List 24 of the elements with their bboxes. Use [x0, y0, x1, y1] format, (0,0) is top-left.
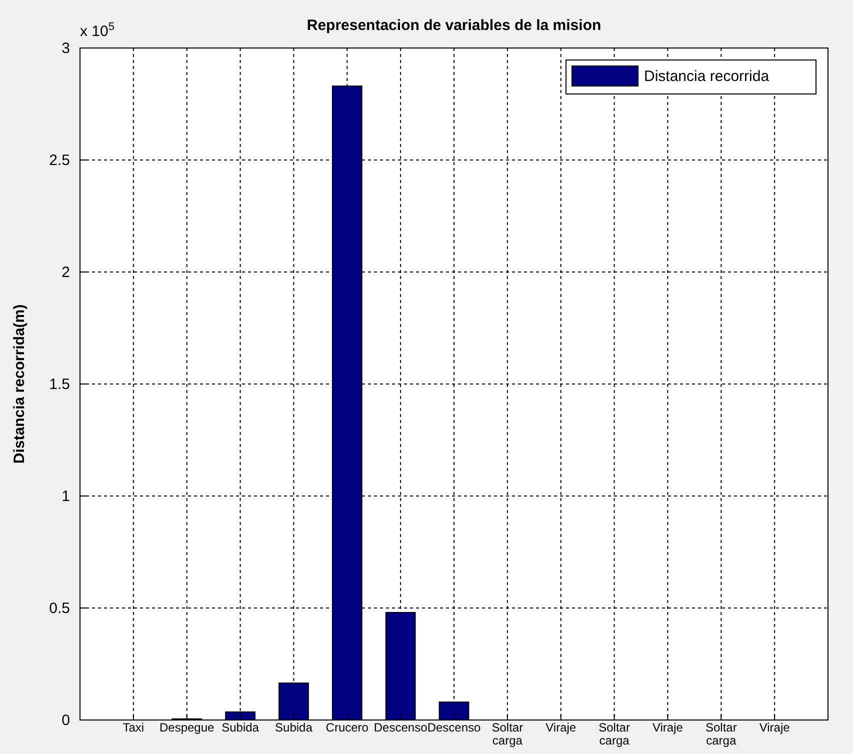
- x-tick-label: Soltar carga: [705, 720, 737, 748]
- y-tick-label: 1: [62, 488, 70, 505]
- x-tick-label: Viraje: [759, 720, 790, 735]
- x-tick-label: Subida: [275, 720, 313, 735]
- y-tick-label: 2.5: [49, 152, 70, 169]
- y-axis-title: Distancia recorrida(m): [11, 304, 28, 464]
- x-tick-label: Descenso: [374, 720, 428, 735]
- y-tick-label: 2: [62, 264, 70, 281]
- x-tick-label: Viraje: [546, 720, 576, 735]
- text: x 10$^{5}$: [80, 21, 114, 40]
- y-tick-label: 0: [62, 712, 70, 729]
- y-tick-label: 3: [62, 40, 70, 57]
- x-tick-label: Viraje: [652, 720, 684, 735]
- x-tick-label: Crucero: [326, 720, 369, 735]
- y-tick-label: 0.5: [49, 600, 70, 617]
- x-tick-label: Taxi: [122, 720, 144, 735]
- x-tick-label: Subida: [222, 720, 260, 735]
- x-tick-label: Despegue: [160, 720, 215, 735]
- x-tick-label: Descenso: [427, 720, 481, 735]
- x-tick-label: Soltar carga: [492, 720, 524, 748]
- chart-title: Representacion de variables de la mision: [306, 17, 602, 34]
- x-tick-label: Soltar carga: [598, 720, 630, 748]
- legend-label: Distancia recorrida: [644, 68, 770, 85]
- y-tick-label: 1.5: [49, 376, 70, 393]
